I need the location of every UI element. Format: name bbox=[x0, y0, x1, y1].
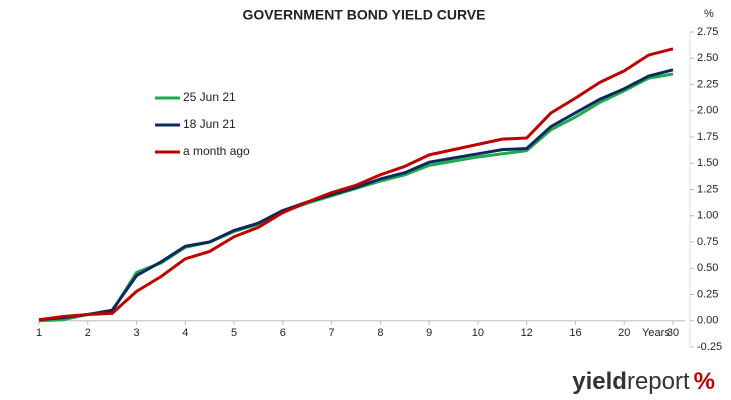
x-tick-label: 7 bbox=[329, 327, 335, 339]
y-tick-label: 2.25 bbox=[697, 78, 718, 90]
x-tick-label: 1 bbox=[36, 327, 42, 339]
y-tick-label: 0.50 bbox=[697, 262, 718, 274]
logo-part: report bbox=[627, 368, 690, 395]
y-tick-label: -0.25 bbox=[697, 341, 722, 353]
logo-part: yield bbox=[572, 368, 627, 395]
y-tick-label: 0.00 bbox=[697, 315, 718, 327]
logo-part: % bbox=[694, 368, 715, 395]
x-tick-label: 8 bbox=[377, 327, 383, 339]
x-tick-label: 2 bbox=[85, 327, 91, 339]
series-line bbox=[38, 47, 674, 322]
y-tick-label: 2.00 bbox=[697, 105, 718, 117]
y-unit: % bbox=[704, 8, 714, 20]
x-tick-label: 6 bbox=[280, 327, 286, 339]
x-tick-label: 20 bbox=[618, 327, 630, 339]
y-tick-label: 0.75 bbox=[697, 236, 718, 248]
y-tick-label: 1.00 bbox=[697, 210, 718, 222]
x-axis-label: Years bbox=[642, 327, 670, 339]
x-tick-label: 16 bbox=[569, 327, 581, 339]
x-tick-label: 9 bbox=[426, 327, 432, 339]
x-tick-label: 4 bbox=[182, 327, 188, 339]
y-tick-label: 0.25 bbox=[697, 288, 718, 300]
y-tick-label: 2.50 bbox=[697, 52, 718, 64]
x-tick-label: 5 bbox=[231, 327, 237, 339]
y-tick-label: 1.50 bbox=[697, 157, 718, 169]
y-tick-label: 2.75 bbox=[697, 26, 718, 38]
x-tick-label: 30 bbox=[667, 327, 679, 339]
legend-label: 25 Jun 21 bbox=[183, 90, 236, 104]
y-tick-label: 1.75 bbox=[697, 131, 718, 143]
series-line bbox=[38, 68, 674, 322]
x-tick-label: 3 bbox=[133, 327, 139, 339]
chart-title: GOVERNMENT BOND YIELD CURVE bbox=[243, 7, 486, 23]
logo: yieldreport% bbox=[572, 368, 715, 395]
legend-label: 18 Jun 21 bbox=[183, 117, 236, 131]
legend-label: a month ago bbox=[183, 144, 250, 158]
x-tick-label: 12 bbox=[521, 327, 533, 339]
x-tick-label: 10 bbox=[472, 327, 484, 339]
y-tick-label: 1.25 bbox=[697, 183, 718, 195]
